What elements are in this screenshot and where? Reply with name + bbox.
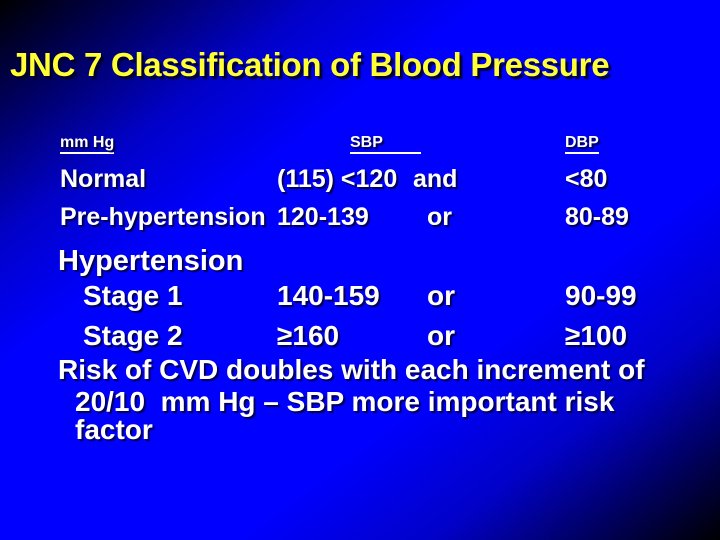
row-stage1-dbp: 90-99 <box>565 280 637 311</box>
sbp-column-header: SBP <box>350 135 421 154</box>
row-stage1-sbp: 140-159 <box>277 280 380 311</box>
row-prehypertension-sbp: 120-139 <box>277 203 369 231</box>
row-prehypertension-dbp: 80-89 <box>565 203 629 231</box>
row-stage1-conjunction: or <box>427 280 455 311</box>
footnote-line3: factor <box>75 414 153 445</box>
hypertension-section-header: Hypertension <box>58 245 244 277</box>
row-stage2-sbp: ≥160 <box>277 320 340 351</box>
row-normal-dbp: <80 <box>565 165 608 193</box>
row-normal-conjunction: and <box>413 165 458 193</box>
unit-header: mm Hg <box>60 135 115 154</box>
footnote-line2: 20/10 mm Hg – SBP more important risk <box>75 386 615 417</box>
dbp-column-header: DBP <box>565 135 599 154</box>
row-stage1-label: Stage 1 <box>83 280 183 311</box>
row-normal-label: Normal <box>60 165 147 193</box>
row-stage2-label: Stage 2 <box>83 320 183 351</box>
row-stage2-dbp: ≥100 <box>565 320 628 351</box>
slide-title: JNC 7 Classification of Blood Pressure <box>10 46 610 83</box>
row-prehypertension-label: Pre-hypertension <box>60 203 266 231</box>
row-prehypertension-conjunction: or <box>427 203 452 231</box>
row-stage2-conjunction: or <box>427 320 455 351</box>
footnote-line1: Risk of CVD doubles with each increment … <box>58 354 645 385</box>
row-normal-sbp: (115) <120 <box>277 165 398 193</box>
